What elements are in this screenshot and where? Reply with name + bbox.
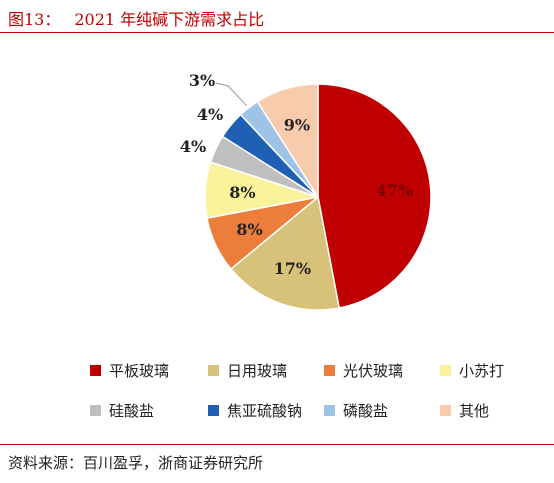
- pie-slice-other: [256, 83, 319, 200]
- legend-swatch: [208, 365, 219, 376]
- legend-item-flat-glass: 平板玻璃: [90, 360, 169, 381]
- figure-title: 图13： 2021 年纯碱下游需求占比: [8, 6, 264, 30]
- legend-item-silicate: 硅酸盐: [90, 400, 154, 421]
- source-note: 资料来源：百川盈孚，浙商证券研究所: [8, 454, 264, 472]
- figure-title-text: 2021 年纯碱下游需求占比: [74, 10, 265, 29]
- legend-item-other: 其他: [440, 400, 489, 421]
- slice-label-daily-glass: 17%: [274, 259, 311, 278]
- legend-item-baking-soda: 小苏打: [440, 360, 504, 381]
- pie-slice-flat-glass: [317, 83, 432, 309]
- legend-label: 硅酸盐: [109, 402, 155, 420]
- leader-line-phosphate: [215, 82, 248, 107]
- legend-swatch: [324, 365, 335, 376]
- legend-swatch: [440, 365, 451, 376]
- legend-swatch: [208, 405, 219, 416]
- slice-label-pv-glass: 8%: [236, 220, 262, 239]
- legend-item-pv-glass: 光伏玻璃: [324, 360, 403, 381]
- legend-label: 小苏打: [459, 362, 505, 380]
- slice-label-sodium-metabisulfite: 4%: [197, 105, 223, 124]
- legend-label: 焦亚硫酸钠: [227, 402, 303, 420]
- slice-label-phosphate: 3%: [189, 71, 215, 90]
- legend-label: 其他: [459, 402, 490, 420]
- pie-slice-daily-glass: [229, 195, 341, 311]
- slice-label-flat-glass: 47%: [376, 181, 413, 200]
- source-divider: [0, 444, 554, 445]
- title-divider: [0, 32, 554, 33]
- slice-label-silicate: 4%: [180, 137, 206, 156]
- legend-label: 光伏玻璃: [343, 362, 404, 380]
- legend-swatch: [440, 405, 451, 416]
- slice-label-other: 9%: [284, 115, 310, 134]
- pie-chart: 47% 17% 8% 8% 4% 4% 3% 9%: [180, 71, 432, 311]
- legend-label: 日用玻璃: [227, 362, 288, 380]
- legend-label: 磷酸盐: [343, 402, 389, 420]
- legend-item-daily-glass: 日用玻璃: [208, 360, 287, 381]
- legend-item-sodium-metabisulfite: 焦亚硫酸钠: [208, 400, 302, 421]
- figure-number: 图13：: [8, 10, 61, 29]
- slice-label-baking-soda: 8%: [229, 183, 255, 202]
- legend-item-phosphate: 磷酸盐: [324, 400, 388, 421]
- legend-swatch: [90, 405, 101, 416]
- legend-swatch: [90, 365, 101, 376]
- legend-label: 平板玻璃: [109, 362, 170, 380]
- legend-swatch: [324, 405, 335, 416]
